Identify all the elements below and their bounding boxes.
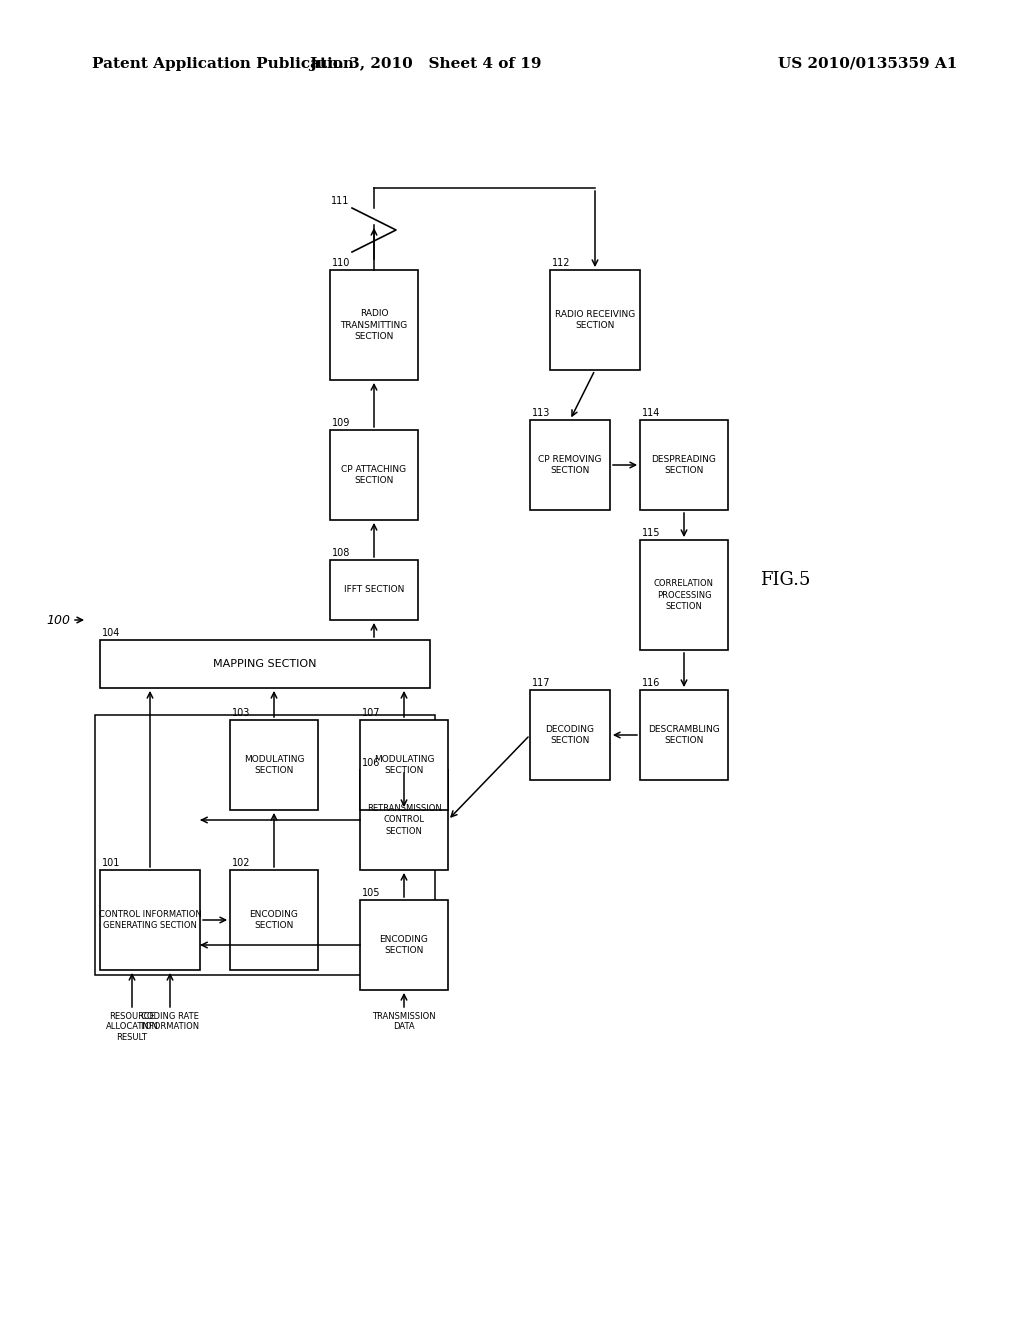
Text: RESOURCE
ALLOCATION
RESULT: RESOURCE ALLOCATION RESULT (105, 1012, 159, 1041)
Text: ENCODING
SECTION: ENCODING SECTION (250, 909, 298, 931)
Text: CP ATTACHING
SECTION: CP ATTACHING SECTION (341, 465, 407, 484)
Text: 106: 106 (362, 758, 380, 768)
Text: CODING RATE
INFORMATION: CODING RATE INFORMATION (140, 1012, 200, 1031)
Bar (330, 560, 418, 620)
Text: ENCODING
SECTION: ENCODING SECTION (380, 935, 428, 956)
Bar (640, 540, 728, 649)
Bar (530, 420, 610, 510)
Text: Jun. 3, 2010   Sheet 4 of 19: Jun. 3, 2010 Sheet 4 of 19 (308, 57, 542, 71)
Text: 117: 117 (532, 678, 551, 688)
Text: 110: 110 (332, 257, 350, 268)
Bar (530, 690, 610, 780)
Bar (330, 271, 418, 380)
Text: CP REMOVING
SECTION: CP REMOVING SECTION (539, 455, 602, 475)
Text: US 2010/0135359 A1: US 2010/0135359 A1 (778, 57, 957, 71)
Text: 116: 116 (642, 678, 660, 688)
Text: 101: 101 (102, 858, 121, 869)
Bar (230, 719, 318, 810)
Text: DECODING
SECTION: DECODING SECTION (546, 725, 595, 744)
Text: CORRELATION
PROCESSING
SECTION: CORRELATION PROCESSING SECTION (654, 579, 714, 611)
Text: 111: 111 (331, 195, 349, 206)
Bar (330, 430, 418, 520)
Text: 115: 115 (642, 528, 660, 539)
Bar (550, 271, 640, 370)
Bar (95, 715, 435, 975)
Text: TRANSMISSION
DATA: TRANSMISSION DATA (372, 1012, 436, 1031)
Text: DESPREADING
SECTION: DESPREADING SECTION (651, 455, 717, 475)
Text: 113: 113 (532, 408, 550, 418)
Bar (360, 900, 449, 990)
Bar (100, 870, 200, 970)
Bar (360, 770, 449, 870)
Bar (230, 870, 318, 970)
Text: 100: 100 (46, 614, 70, 627)
Text: RETRANSMISSION
CONTROL
SECTION: RETRANSMISSION CONTROL SECTION (367, 804, 441, 836)
Text: IFFT SECTION: IFFT SECTION (344, 586, 404, 594)
Text: RADIO
TRANSMITTING
SECTION: RADIO TRANSMITTING SECTION (340, 309, 408, 341)
Text: FIG.5: FIG.5 (760, 572, 810, 589)
Text: MODULATING
SECTION: MODULATING SECTION (374, 755, 434, 775)
Text: 114: 114 (642, 408, 660, 418)
Bar (360, 719, 449, 810)
Bar (640, 690, 728, 780)
Text: DESCRAMBLING
SECTION: DESCRAMBLING SECTION (648, 725, 720, 744)
Text: 107: 107 (362, 708, 381, 718)
Text: CONTROL INFORMATION
GENERATING SECTION: CONTROL INFORMATION GENERATING SECTION (98, 909, 202, 931)
Text: Patent Application Publication: Patent Application Publication (92, 57, 354, 71)
Text: 104: 104 (102, 628, 121, 638)
Text: RADIO RECEIVING
SECTION: RADIO RECEIVING SECTION (555, 310, 635, 330)
Text: MODULATING
SECTION: MODULATING SECTION (244, 755, 304, 775)
Bar (100, 640, 430, 688)
Text: 108: 108 (332, 548, 350, 558)
Bar (640, 420, 728, 510)
Text: 102: 102 (232, 858, 251, 869)
Text: 112: 112 (552, 257, 570, 268)
Text: 103: 103 (232, 708, 251, 718)
Text: MAPPING SECTION: MAPPING SECTION (213, 659, 316, 669)
Text: 105: 105 (362, 888, 381, 898)
Text: 109: 109 (332, 418, 350, 428)
